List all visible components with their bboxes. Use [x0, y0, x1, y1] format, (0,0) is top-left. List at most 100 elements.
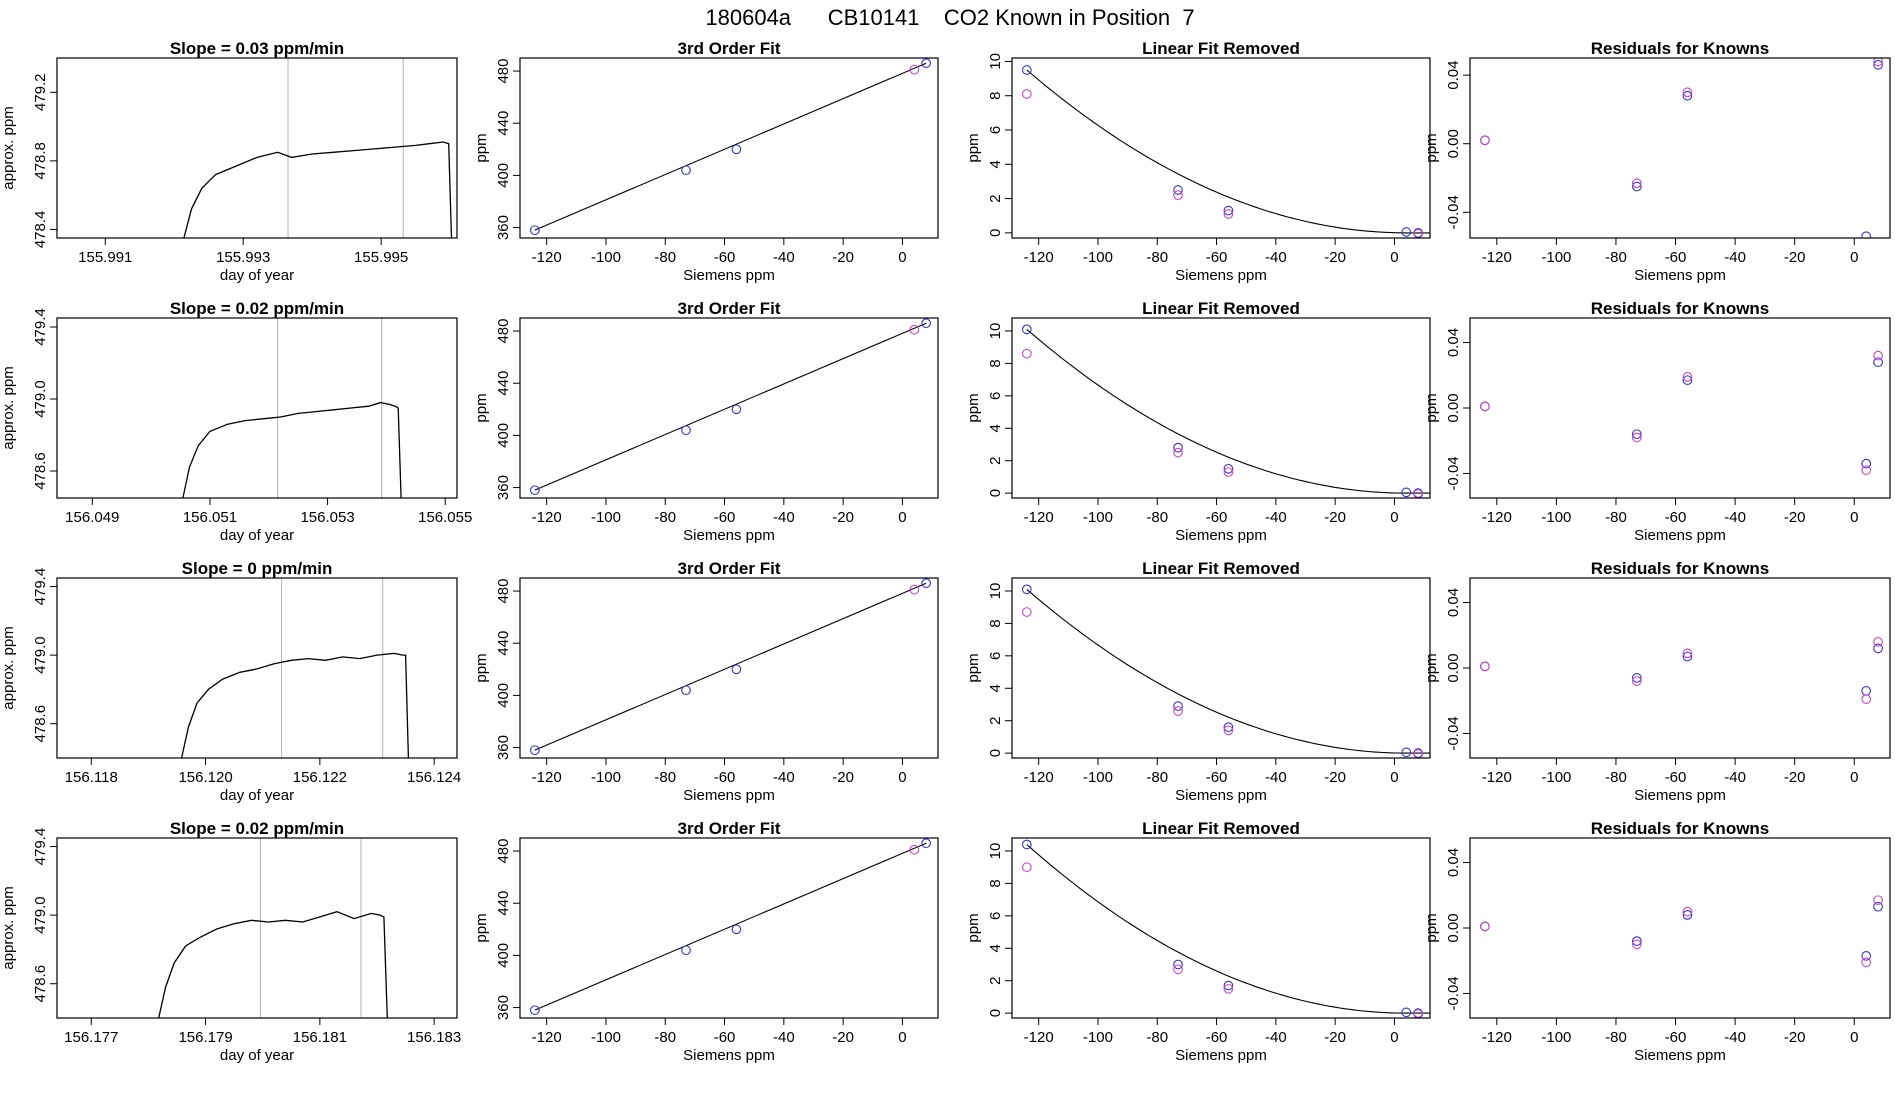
data-point [1173, 185, 1183, 195]
data-point [1631, 676, 1642, 686]
x-tick-label: 156.049 [65, 509, 119, 526]
x-tick-label: -20 [1784, 509, 1806, 526]
plot-frame [1011, 317, 1431, 499]
panel-r1-c1: 155.991 155.993 155.995 478.4 478.8 479.2 Slop… [0, 39, 458, 284]
y-tick-label: 480 [495, 319, 512, 344]
y-tick-label: 2 [987, 717, 1004, 725]
y-tick-label: 400 [495, 423, 512, 448]
x-tick-label: -80 [1605, 769, 1627, 786]
y-tick-label: -0.04 [1445, 976, 1462, 1010]
y-tick-label: 478.6 [32, 705, 49, 743]
data-point [1682, 375, 1693, 386]
data-point [1223, 463, 1234, 474]
data-point [529, 485, 540, 496]
data-point [1021, 65, 1032, 75]
y-axis-label: ppm [473, 393, 490, 422]
x-axis-label: Siemens ppm [1175, 1047, 1267, 1064]
data-point [1682, 90, 1693, 101]
data-point [1413, 1009, 1423, 1018]
x-tick-label: -60 [1665, 249, 1687, 266]
x-tick-label: -20 [1784, 249, 1806, 266]
data-point [1682, 651, 1693, 662]
data-point [1861, 465, 1872, 476]
data-point [1480, 401, 1490, 412]
plot-area [529, 578, 931, 756]
panel-r2-c4: -120 -100 -80 -60 -40 -20 0 -0.04 0.00 0.04 Residu… [1423, 299, 1891, 544]
x-tick-label: -80 [1146, 509, 1168, 526]
x-tick-label: -40 [773, 769, 795, 786]
x-tick-label: 0 [1850, 1029, 1858, 1046]
x-tick-label: 156.179 [178, 1029, 232, 1046]
x-tick-label: 156.120 [178, 769, 232, 786]
data-point [1861, 957, 1872, 968]
data-point [921, 58, 931, 69]
y-tick-label: 478.6 [32, 452, 49, 490]
data-point [1021, 607, 1032, 617]
plot-area [1480, 58, 1883, 238]
y-axis-label: ppm [473, 913, 490, 942]
x-tick-label: -40 [1724, 1029, 1746, 1046]
x-tick-label: 156.181 [293, 1029, 347, 1046]
data-point [909, 324, 920, 335]
panel-r3-c2: -120 -100 -80 -60 -40 -20 0 360 400 440 480 3rd Ord… [473, 559, 939, 804]
x-tick-label: -120 [1482, 1029, 1512, 1046]
y-tick-label: 0.04 [1445, 588, 1462, 617]
data-point [529, 745, 540, 756]
x-axis-label: Siemens ppm [1175, 527, 1267, 544]
y-tick-label: 360 [495, 735, 512, 760]
x-tick-label: -120 [532, 509, 562, 526]
plot-area [158, 838, 388, 1018]
y-axis-label: approx. ppm [0, 366, 17, 449]
data-point [909, 844, 920, 855]
x-tick-label: -60 [1665, 769, 1687, 786]
y-tick-label: 0.04 [1445, 61, 1462, 90]
y-tick-label: 0.00 [1445, 913, 1462, 942]
fit-line [534, 62, 927, 231]
x-axis-label: day of year [220, 527, 294, 544]
data-point [1401, 227, 1412, 237]
panel-title: Residuals for Knowns [1591, 819, 1770, 838]
fit-line [534, 582, 927, 751]
panel-r2-c3: -120 -100 -80 -60 -40 -20 0 0 2 4 6 8 10 Linear Fit R… [965, 299, 1431, 544]
x-tick-label: -40 [773, 1029, 795, 1046]
y-tick-label: 479.4 [32, 308, 49, 346]
data-point [1682, 910, 1693, 920]
data-point [529, 1005, 540, 1016]
y-tick-label: -0.04 [1445, 716, 1462, 750]
y-tick-label: 4 [987, 160, 1004, 168]
y-tick-label: 480 [495, 579, 512, 604]
y-tick-label: 6 [987, 126, 1004, 134]
panel-title: Linear Fit Removed [1142, 39, 1300, 58]
panel-r4-c1: 156.177 156.179 156.181 156.183 478.6 479.0 47… [0, 819, 461, 1064]
y-tick-label: 400 [495, 163, 512, 188]
data-point [1861, 458, 1872, 469]
data-point [1021, 584, 1032, 595]
panel-r1-c3: -120 -100 -80 -60 -40 -20 0 0 2 4 6 8 10 Linear Fit R… [965, 39, 1431, 284]
y-tick-label: 400 [495, 943, 512, 968]
x-tick-label: -40 [1265, 1029, 1287, 1046]
x-tick-label: 156.053 [300, 509, 354, 526]
y-tick-label: 479.0 [32, 896, 49, 934]
y-tick-label: 440 [495, 631, 512, 656]
y-tick-label: 440 [495, 111, 512, 136]
plot-area [1480, 895, 1883, 968]
data-point [1873, 357, 1883, 368]
x-tick-label: 0 [1850, 509, 1858, 526]
x-tick-label: -100 [591, 769, 621, 786]
x-tick-label: -100 [1541, 509, 1571, 526]
plot-area [1480, 636, 1883, 704]
data-point [731, 664, 742, 675]
data-point [1861, 950, 1872, 961]
x-tick-label: -20 [1324, 249, 1346, 266]
x-axis-label: Siemens ppm [683, 787, 775, 804]
x-tick-label: -20 [1324, 769, 1346, 786]
fit-curve [1026, 844, 1430, 1014]
x-tick-label: -20 [832, 1029, 854, 1046]
y-tick-label: 400 [495, 683, 512, 708]
panel-title: Linear Fit Removed [1142, 819, 1300, 838]
x-tick-label: -60 [1206, 509, 1228, 526]
y-tick-label: 6 [987, 912, 1004, 920]
x-axis-label: Siemens ppm [1634, 787, 1726, 804]
y-tick-label: 4 [987, 944, 1004, 952]
x-tick-label: -100 [1083, 249, 1113, 266]
